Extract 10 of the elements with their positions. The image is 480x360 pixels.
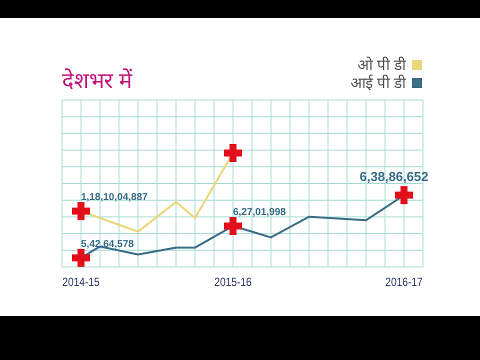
- x-tick-label: 2014-15: [62, 276, 100, 290]
- x-tick-label: 2015-16: [214, 276, 252, 290]
- annotation: 1,18,10,04,887: [81, 192, 148, 204]
- legend-label: आई पी डी: [350, 74, 407, 92]
- annotation: 5,42,64,578: [81, 238, 134, 250]
- legend-label: ओ पी डी: [358, 56, 407, 74]
- chart-title: देशभर में: [62, 68, 134, 93]
- annotation: 6,38,86,652: [360, 169, 428, 184]
- annotation: 6,27,01,998: [233, 206, 286, 218]
- x-tick-label: 2016-17: [385, 276, 423, 290]
